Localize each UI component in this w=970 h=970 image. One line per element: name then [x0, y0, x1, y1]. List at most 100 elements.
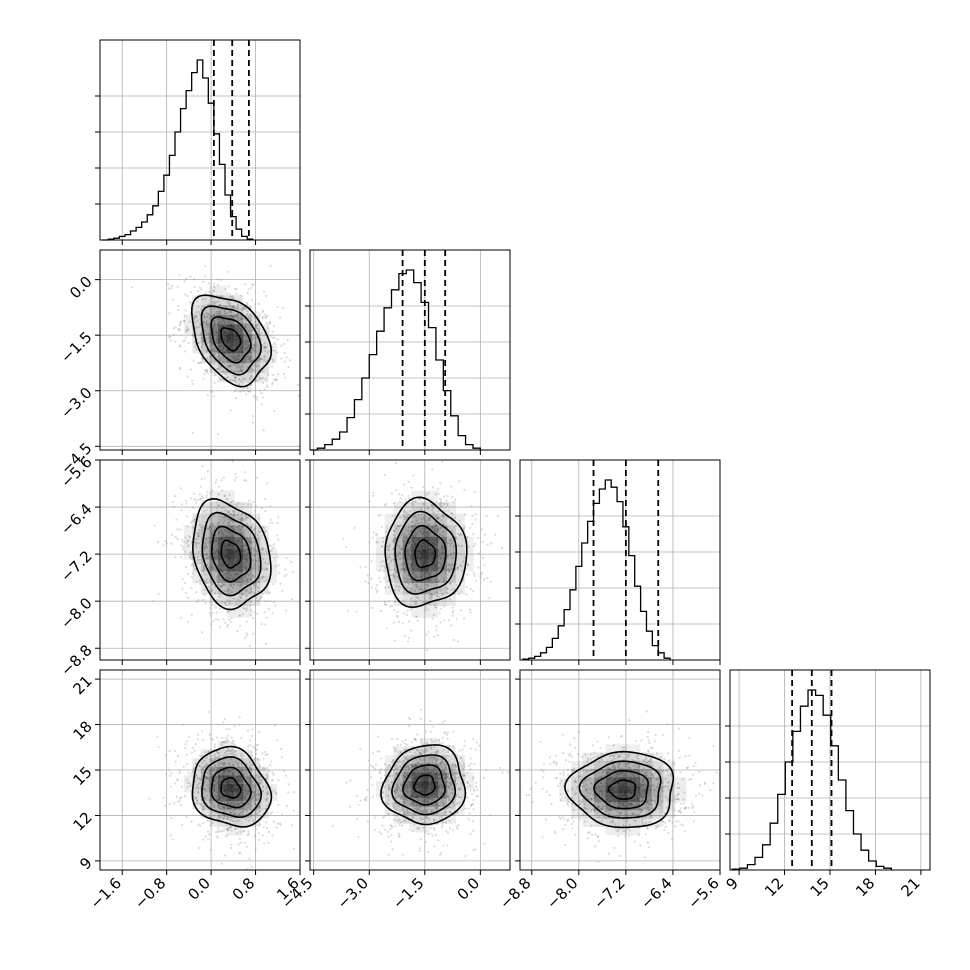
- scatter-point: [255, 311, 258, 314]
- scatter-point: [212, 567, 215, 570]
- density-cell: [192, 324, 201, 335]
- scatter-point: [445, 499, 448, 502]
- scatter-point: [479, 576, 482, 579]
- scatter-point: [466, 563, 470, 566]
- scatter-point: [213, 322, 216, 325]
- scatter-point: [434, 803, 437, 807]
- scatter-point: [251, 283, 254, 286]
- scatter-point: [212, 283, 216, 286]
- density-cell: [217, 582, 227, 595]
- scatter-point: [255, 559, 258, 563]
- scatter-point: [445, 830, 448, 833]
- scatter-point: [168, 335, 171, 339]
- scatter-point: [443, 539, 447, 542]
- scatter-point: [242, 801, 245, 804]
- scatter-point: [440, 814, 443, 818]
- scatter-point: [438, 502, 441, 506]
- density-cell: [411, 582, 421, 595]
- scatter-point: [131, 286, 134, 289]
- scatter-point: [444, 541, 447, 544]
- scatter-point: [399, 516, 402, 519]
- scatter-point: [162, 544, 165, 547]
- scatter-point: [232, 306, 235, 309]
- scatter-point: [204, 291, 207, 294]
- scatter-point: [398, 557, 402, 560]
- scatter-point: [245, 559, 249, 562]
- scatter-point: [249, 613, 252, 617]
- scatter-point: [385, 604, 388, 607]
- density-cell: [200, 314, 210, 325]
- scatter-point: [431, 740, 434, 744]
- scatter-point: [388, 787, 391, 790]
- scatter-point: [207, 312, 210, 315]
- scatter-point: [206, 358, 209, 361]
- density-cell: [209, 324, 218, 335]
- density-cell: [217, 809, 227, 819]
- scatter-point: [455, 825, 458, 828]
- scatter-point: [212, 805, 216, 809]
- scatter-point: [183, 581, 187, 584]
- density-cell: [243, 363, 252, 373]
- scatter-point: [366, 574, 369, 577]
- scatter-point: [252, 632, 255, 635]
- scatter-point: [370, 577, 373, 580]
- scatter-point: [179, 528, 182, 531]
- scatter-point: [416, 519, 419, 522]
- scatter-point: [447, 567, 450, 571]
- scatter-point: [399, 821, 402, 824]
- scatter-point: [207, 808, 210, 811]
- scatter-point: [189, 553, 192, 556]
- scatter-point: [214, 539, 218, 542]
- scatter-point: [226, 270, 229, 273]
- scatter-point: [239, 624, 242, 627]
- scatter-point: [469, 768, 472, 771]
- scatter-point: [193, 498, 196, 501]
- scatter-point: [239, 518, 243, 522]
- scatter-point: [199, 787, 202, 791]
- scatter-point: [222, 817, 225, 820]
- scatter-point: [217, 367, 220, 370]
- scatter-point: [202, 809, 205, 812]
- density-cell: [411, 548, 421, 560]
- scatter-point: [234, 472, 237, 476]
- scatter-point: [434, 606, 437, 609]
- scatter-point: [436, 516, 439, 519]
- scatter-point: [486, 543, 489, 546]
- scatter-point: [222, 534, 225, 537]
- scatter-point: [240, 584, 243, 587]
- scatter-point: [407, 480, 410, 483]
- scatter-point: [254, 504, 258, 508]
- scatter-point: [181, 587, 184, 590]
- scatter-point: [162, 796, 165, 799]
- scatter-point: [430, 738, 433, 741]
- scatter-point: [441, 546, 444, 549]
- scatter-point: [222, 516, 225, 519]
- scatter-point: [267, 330, 270, 333]
- scatter-point: [402, 514, 405, 517]
- scatter-point: [231, 747, 234, 751]
- scatter-point: [414, 763, 417, 767]
- scatter-point: [241, 369, 244, 372]
- scatter-point: [432, 745, 435, 748]
- scatter-point: [454, 537, 457, 540]
- density-cell: [251, 548, 261, 560]
- scatter-point: [232, 609, 236, 612]
- scatter-point: [273, 556, 276, 559]
- scatter-point: [234, 750, 237, 753]
- scatter-point: [445, 766, 448, 770]
- scatter-point: [406, 640, 410, 643]
- scatter-point: [414, 602, 417, 606]
- scatter-point: [426, 608, 430, 611]
- scatter-point: [273, 342, 276, 345]
- scatter-point: [420, 517, 423, 521]
- scatter-point: [250, 573, 254, 576]
- scatter-point: [394, 824, 397, 827]
- scatter-point: [254, 794, 258, 797]
- scatter-point: [204, 789, 207, 792]
- scatter-point: [456, 567, 460, 570]
- scatter-point: [434, 806, 437, 809]
- scatter-point: [198, 765, 201, 768]
- scatter-point: [180, 538, 184, 542]
- scatter-point: [414, 522, 418, 525]
- scatter-point: [388, 788, 391, 791]
